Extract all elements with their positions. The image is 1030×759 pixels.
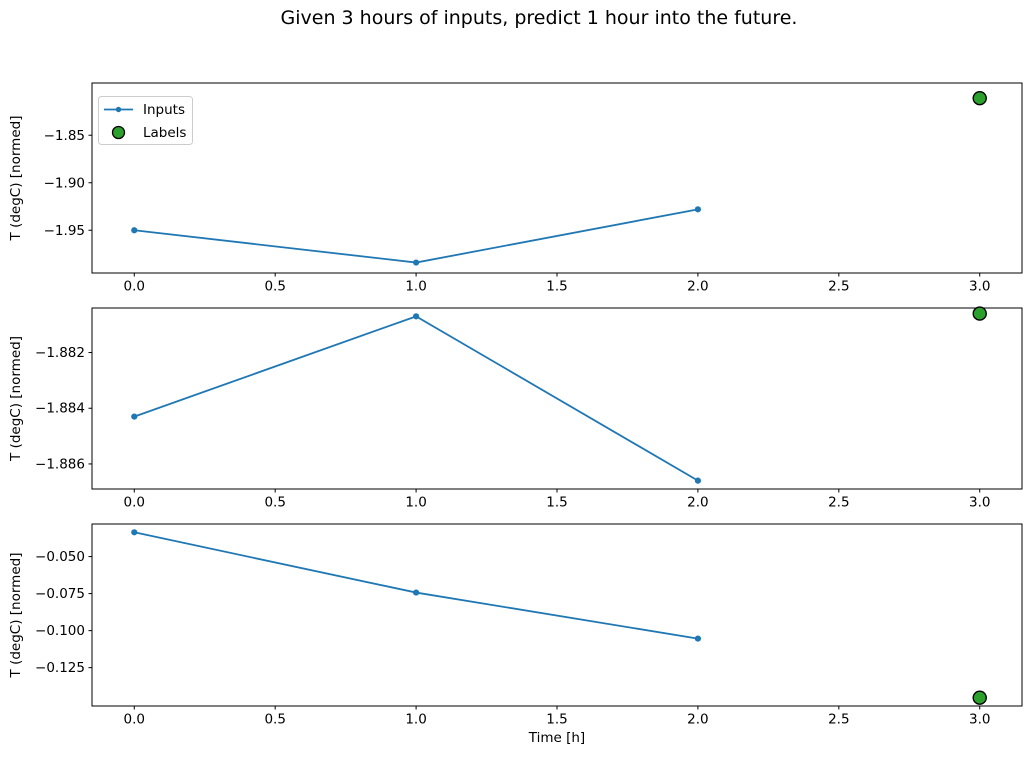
labels-marker (972, 690, 987, 705)
y-tick-label: −0.075 (35, 586, 85, 602)
legend-item-inputs-label: Inputs (143, 102, 185, 118)
y-tick-label: −1.90 (44, 175, 85, 191)
x-tick-label: 1.0 (405, 495, 426, 511)
inputs-marker (131, 529, 138, 536)
legend-item-labels-label: Labels (143, 125, 186, 141)
inputs-marker (412, 313, 420, 320)
y-tick-label: −0.100 (35, 623, 85, 639)
inputs-marker (412, 589, 420, 596)
inputs-marker (412, 259, 420, 266)
x-tick-label: 2.5 (828, 279, 849, 295)
x-tick-label: 1.0 (405, 279, 426, 295)
y-axis-label: T (degC) [normed] (8, 336, 24, 462)
legend: Inputs Labels (98, 96, 193, 145)
inputs-line (133, 315, 699, 482)
subplot-2: 0.0 0.5 1.0 1.5 2.0 2.5 3.0 −1.882 −1.884 −1.886 T… (8, 306, 1023, 511)
x-tick-label: 1.5 (546, 495, 567, 511)
x-tick-label: 2.0 (687, 712, 708, 728)
inputs-line (134, 208, 699, 264)
x-tick-label: 1.0 (405, 712, 426, 728)
x-tick-label: 3.0 (969, 712, 990, 728)
x-tick-label: 2.0 (687, 495, 708, 511)
inputs-marker (694, 206, 702, 213)
y-tick-label: −1.884 (35, 401, 85, 417)
y-tick-label: −0.125 (35, 660, 85, 676)
labels-marker (972, 90, 987, 106)
y-axis-label: T (degC) [normed] (8, 116, 24, 242)
inputs-line (134, 531, 699, 640)
y-tick-label: −1.95 (44, 223, 85, 239)
x-axis-label: Time [h] (528, 730, 585, 746)
x-tick-label: 2.5 (828, 712, 849, 728)
axes-frame (91, 82, 1023, 274)
inputs-marker (694, 477, 702, 484)
y-tick-label: −1.85 (44, 128, 85, 144)
inputs-marker (131, 227, 138, 234)
x-tick-label: 0.0 (124, 712, 145, 728)
figure-title: Given 3 hours of inputs, predict 1 hour … (280, 7, 798, 29)
x-tick-label: 2.0 (687, 279, 708, 295)
labels-marker (972, 306, 987, 321)
x-tick-label: 0.5 (264, 712, 285, 728)
x-tick-label: 0.0 (124, 495, 145, 511)
y-tick-label: −1.882 (35, 345, 85, 361)
x-tick-label: 3.0 (969, 279, 990, 295)
y-axis-label: T (degC) [normed] (8, 553, 24, 679)
y-tick-label: −0.050 (35, 549, 85, 565)
x-tick-label: 0.5 (264, 495, 285, 511)
x-tick-label: 0.0 (124, 279, 145, 295)
x-tick-label: 3.0 (969, 495, 990, 511)
y-tick-label: −1.886 (35, 456, 85, 472)
x-tick-label: 2.5 (828, 495, 849, 511)
x-tick-label: 1.5 (546, 279, 567, 295)
inputs-marker (694, 635, 702, 642)
legend-inputs-marker-icon (115, 106, 122, 113)
subplot-3: 0.0 0.5 1.0 1.5 2.0 2.5 3.0 −0.050 −0.075 −0.100 −… (8, 523, 1023, 746)
subplot-1: 0.0 0.5 1.0 1.5 2.0 2.5 3.0 −1.85 −1.90 −1.95 T (d… (8, 82, 1023, 295)
x-tick-label: 0.5 (264, 279, 285, 295)
x-tick-label: 1.5 (546, 712, 567, 728)
legend-labels-marker-icon (111, 125, 126, 140)
inputs-marker (131, 413, 138, 420)
